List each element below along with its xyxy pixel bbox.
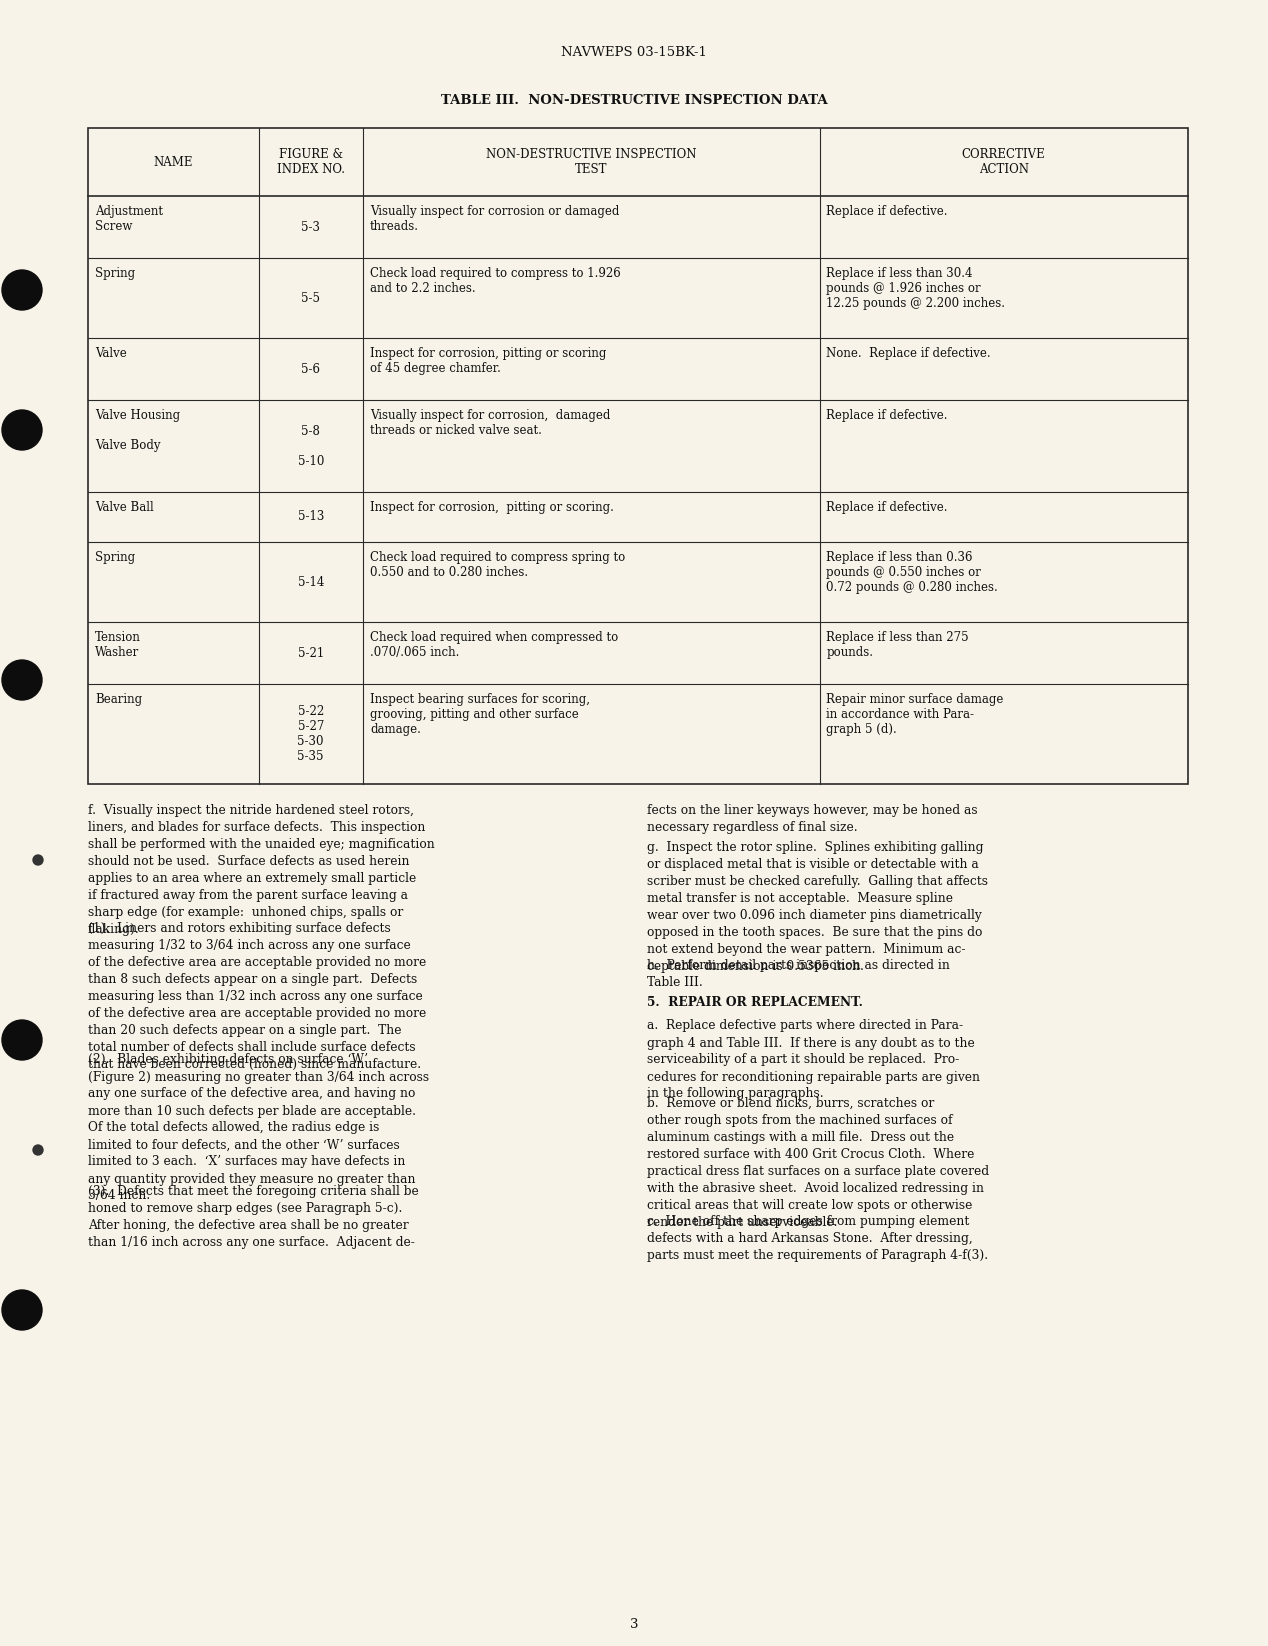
Text: Spring: Spring bbox=[95, 267, 136, 280]
Text: 5-6: 5-6 bbox=[302, 362, 321, 375]
Text: f.  Visually inspect the nitride hardened steel rotors,
liners, and blades for s: f. Visually inspect the nitride hardened… bbox=[87, 803, 435, 937]
Text: Bearing: Bearing bbox=[95, 693, 142, 706]
Text: 5-13: 5-13 bbox=[298, 510, 323, 523]
Text: Replace if defective.: Replace if defective. bbox=[827, 500, 948, 514]
Text: Valve Ball: Valve Ball bbox=[95, 500, 153, 514]
Text: Inspect for corrosion, pitting or scoring
of 45 degree chamfer.: Inspect for corrosion, pitting or scorin… bbox=[370, 347, 606, 375]
Circle shape bbox=[3, 1290, 42, 1330]
Text: NAVWEPS 03-15BK-1: NAVWEPS 03-15BK-1 bbox=[560, 46, 708, 59]
Text: Adjustment
Screw: Adjustment Screw bbox=[95, 206, 164, 234]
Text: NAME: NAME bbox=[153, 155, 193, 168]
Text: Inspect bearing surfaces for scoring,
grooving, pitting and other surface
damage: Inspect bearing surfaces for scoring, gr… bbox=[370, 693, 590, 736]
Text: Check load required to compress to 1.926
and to 2.2 inches.: Check load required to compress to 1.926… bbox=[370, 267, 621, 295]
Text: 5.  REPAIR OR REPLACEMENT.: 5. REPAIR OR REPLACEMENT. bbox=[647, 996, 864, 1009]
Text: Check load required to compress spring to
0.550 and to 0.280 inches.: Check load required to compress spring t… bbox=[370, 551, 625, 579]
Text: 3: 3 bbox=[630, 1618, 638, 1631]
Text: 5-22
5-27
5-30
5-35: 5-22 5-27 5-30 5-35 bbox=[298, 704, 325, 764]
Text: (1).  Liners and rotors exhibiting surface defects
measuring 1/32 to 3/64 inch a: (1). Liners and rotors exhibiting surfac… bbox=[87, 922, 426, 1072]
Text: Replace if less than 275
pounds.: Replace if less than 275 pounds. bbox=[827, 630, 969, 658]
Text: 5-14: 5-14 bbox=[298, 576, 323, 589]
Text: Replace if defective.: Replace if defective. bbox=[827, 206, 948, 217]
Text: (3).  Defects that meet the foregoing criteria shall be
honed to remove sharp ed: (3). Defects that meet the foregoing cri… bbox=[87, 1185, 418, 1249]
Text: Replace if less than 0.36
pounds @ 0.550 inches or
0.72 pounds @ 0.280 inches.: Replace if less than 0.36 pounds @ 0.550… bbox=[827, 551, 998, 594]
Circle shape bbox=[3, 410, 42, 449]
Text: 5-21: 5-21 bbox=[298, 647, 323, 660]
Text: Visually inspect for corrosion,  damaged
threads or nicked valve seat.: Visually inspect for corrosion, damaged … bbox=[370, 408, 610, 436]
Circle shape bbox=[3, 660, 42, 700]
Text: 5-5: 5-5 bbox=[302, 291, 321, 305]
Text: b.  Remove or blend nicks, burrs, scratches or
other rough spots from the machin: b. Remove or blend nicks, burrs, scratch… bbox=[647, 1096, 989, 1230]
Bar bbox=[87, 128, 1188, 783]
Text: Valve: Valve bbox=[95, 347, 127, 360]
Circle shape bbox=[33, 854, 43, 866]
Text: h.  Perform detail parts inspection as directed in
Table III.: h. Perform detail parts inspection as di… bbox=[647, 960, 950, 989]
Text: NON-DESTRUCTIVE INSPECTION
TEST: NON-DESTRUCTIVE INSPECTION TEST bbox=[486, 148, 696, 176]
Text: Replace if defective.: Replace if defective. bbox=[827, 408, 948, 421]
Circle shape bbox=[3, 1021, 42, 1060]
Text: Spring: Spring bbox=[95, 551, 136, 565]
Text: Replace if less than 30.4
pounds @ 1.926 inches or
12.25 pounds @ 2.200 inches.: Replace if less than 30.4 pounds @ 1.926… bbox=[827, 267, 1006, 309]
Text: FIGURE &
INDEX NO.: FIGURE & INDEX NO. bbox=[276, 148, 345, 176]
Text: (2).  Blades exhibiting defects on surface ‘W’
(Figure 2) measuring no greater t: (2). Blades exhibiting defects on surfac… bbox=[87, 1053, 429, 1203]
Circle shape bbox=[3, 270, 42, 309]
Text: None.  Replace if defective.: None. Replace if defective. bbox=[827, 347, 992, 360]
Circle shape bbox=[33, 1146, 43, 1155]
Text: TABLE III.  NON-DESTRUCTIVE INSPECTION DATA: TABLE III. NON-DESTRUCTIVE INSPECTION DA… bbox=[441, 94, 827, 107]
Text: g.  Inspect the rotor spline.  Splines exhibiting galling
or displaced metal tha: g. Inspect the rotor spline. Splines exh… bbox=[647, 841, 988, 973]
Text: Check load required when compressed to
.070/.065 inch.: Check load required when compressed to .… bbox=[370, 630, 619, 658]
Text: Repair minor surface damage
in accordance with Para-
graph 5 (d).: Repair minor surface damage in accordanc… bbox=[827, 693, 1004, 736]
Text: Inspect for corrosion,  pitting or scoring.: Inspect for corrosion, pitting or scorin… bbox=[370, 500, 614, 514]
Text: CORRECTIVE
ACTION: CORRECTIVE ACTION bbox=[962, 148, 1046, 176]
Text: fects on the liner keyways however, may be honed as
necessary regardless of fina: fects on the liner keyways however, may … bbox=[647, 803, 978, 835]
Text: Tension
Washer: Tension Washer bbox=[95, 630, 141, 658]
Text: Valve Housing

Valve Body: Valve Housing Valve Body bbox=[95, 408, 180, 453]
Text: c.  Hone off the sharp edges from pumping element
defects with a hard Arkansas S: c. Hone off the sharp edges from pumping… bbox=[647, 1215, 988, 1262]
Text: 5-3: 5-3 bbox=[302, 221, 321, 234]
Text: a.  Replace defective parts where directed in Para-
graph 4 and Table III.  If t: a. Replace defective parts where directe… bbox=[647, 1019, 980, 1101]
Text: Visually inspect for corrosion or damaged
threads.: Visually inspect for corrosion or damage… bbox=[370, 206, 619, 234]
Text: 5-8

5-10: 5-8 5-10 bbox=[298, 425, 323, 467]
